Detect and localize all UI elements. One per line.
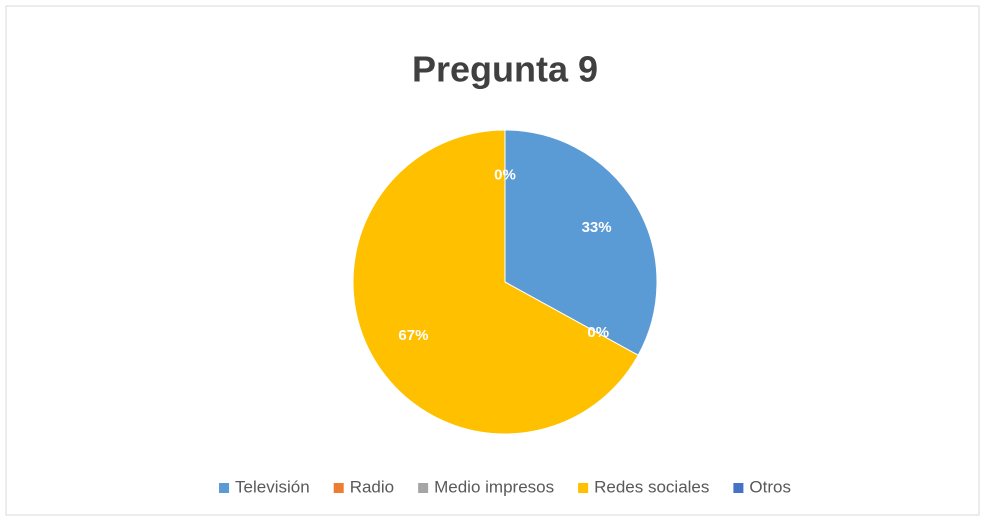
legend-label: Redes sociales xyxy=(594,477,709,496)
pie-slice xyxy=(352,129,639,435)
chart-title: Pregunta 9 xyxy=(412,49,598,90)
legend-label: Medio impresos xyxy=(434,477,554,496)
legend-swatch xyxy=(578,483,589,493)
legend-swatch xyxy=(219,483,230,493)
data-label: 67% xyxy=(398,327,428,344)
data-label: 33% xyxy=(582,219,612,236)
data-label: 0% xyxy=(494,167,516,184)
pie-slice xyxy=(504,129,658,356)
legend-swatch xyxy=(418,483,429,493)
legend-swatch xyxy=(733,483,744,493)
data-label: 0% xyxy=(587,324,609,341)
legend-label: Otros xyxy=(749,477,791,496)
legend-label: Televisión xyxy=(235,477,310,496)
legend-swatch xyxy=(333,483,344,493)
legend-label: Radio xyxy=(350,477,394,496)
